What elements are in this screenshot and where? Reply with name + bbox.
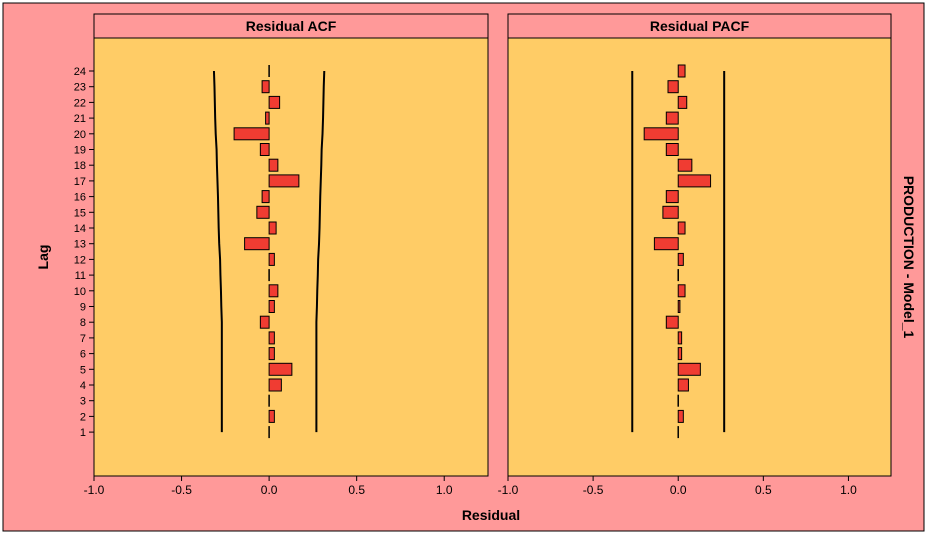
bar-lag-10 — [677, 284, 686, 298]
y-tick-label: 2 — [80, 411, 86, 423]
y-tick-label: 19 — [74, 145, 86, 157]
bar-lag-14 — [677, 221, 686, 235]
x-tick-label: -1.0 — [84, 483, 105, 497]
panel-pacf: Residual PACF -1.0 -0.5 0.0 0.5 1.0 — [498, 13, 892, 497]
bar-lag-18 — [268, 158, 279, 172]
y-tick-label: 11 — [75, 270, 86, 282]
plot-area — [507, 37, 892, 477]
bar-lag-14 — [268, 221, 277, 235]
bar-lag-12 — [268, 252, 275, 266]
y-tick-label: 6 — [80, 349, 86, 361]
bar-lag-15 — [256, 205, 270, 219]
panel-acf: Residual ACF-1.0 -0.5 0.0 0.5 1.012345678910… — [74, 13, 489, 497]
bar-lag-20 — [643, 127, 679, 141]
bar-lag-15 — [662, 205, 679, 219]
y-tick-label: 13 — [74, 239, 86, 251]
y-tick-label: 21 — [74, 113, 86, 125]
bar-lag-5 — [677, 362, 701, 376]
x-axis-label: Residual — [462, 507, 520, 523]
bar-lag-9 — [268, 300, 275, 313]
y-axis-label: Lag — [35, 245, 51, 270]
bar-lag-19 — [259, 143, 270, 156]
y-tick-label: 3 — [80, 396, 86, 408]
bar-lag-21 — [665, 111, 679, 125]
bar-lag-19 — [665, 143, 679, 156]
x-tick-label: 1.0 — [436, 483, 453, 497]
y-tick-label: 4 — [80, 380, 86, 392]
panel-title-strip — [507, 13, 892, 39]
y-tick-label: 7 — [80, 333, 86, 345]
bar-lag-2 — [268, 409, 275, 423]
bar-lag-7 — [268, 331, 275, 345]
bar-lag-21 — [265, 111, 270, 125]
bar-lag-9 — [677, 300, 681, 313]
bar-lag-4 — [268, 378, 282, 392]
y-tick-label: 22 — [74, 97, 86, 109]
x-tick-label: -0.5 — [583, 483, 604, 497]
x-tick-label: 0.5 — [348, 483, 365, 497]
bar-lag-2 — [677, 409, 684, 423]
y-tick-label: 14 — [74, 223, 86, 235]
x-tick-label: 0.5 — [755, 483, 772, 497]
panel-title: Residual PACF — [650, 18, 750, 34]
chart-panels: Residual ACF-1.0 -0.5 0.0 0.5 1.012345678910… — [74, 13, 892, 497]
model-label: PRODUCTION - Model_1 — [901, 176, 917, 339]
lower-confidence-line — [212, 70, 223, 433]
bar-lag-22 — [677, 95, 688, 109]
bar-lag-6 — [268, 347, 275, 361]
bar-lag-13 — [244, 237, 270, 251]
bar-lag-4 — [677, 378, 689, 392]
bar-lag-23 — [667, 80, 679, 94]
y-tick-label: 18 — [74, 160, 86, 172]
y-tick-label: 10 — [74, 286, 86, 298]
x-tick-label: -0.5 — [171, 483, 192, 497]
bar-lag-20 — [233, 127, 270, 141]
bar-lag-10 — [268, 284, 279, 298]
bar-lag-17 — [268, 174, 300, 188]
y-tick-label: 23 — [74, 82, 86, 94]
upper-confidence-line — [315, 70, 326, 433]
y-tick-label: 8 — [80, 317, 86, 329]
x-tick-label: 0.0 — [261, 483, 278, 497]
x-tick-label: 0.0 — [670, 483, 687, 497]
bar-lag-16 — [261, 190, 270, 204]
bar-lag-16 — [665, 190, 679, 204]
bar-lag-24 — [677, 64, 686, 78]
y-tick-label: 5 — [80, 364, 86, 376]
y-tick-label: 15 — [74, 207, 86, 219]
panel-title: Residual ACF — [246, 18, 337, 34]
bar-lag-13 — [653, 237, 679, 251]
panel-title-strip — [93, 13, 489, 39]
x-tick-label: -1.0 — [498, 483, 519, 497]
bar-lag-22 — [268, 95, 281, 109]
bar-lag-18 — [677, 158, 693, 172]
bar-lag-8 — [665, 315, 679, 329]
bar-lag-6 — [677, 347, 683, 361]
y-tick-label: 16 — [74, 192, 86, 204]
y-tick-label: 9 — [80, 302, 86, 314]
bar-lag-5 — [268, 362, 293, 376]
bar-lag-12 — [677, 252, 684, 266]
plot-area — [93, 37, 489, 477]
y-tick-label: 17 — [74, 176, 86, 188]
bar-lag-8 — [259, 315, 270, 329]
y-tick-label: 12 — [74, 254, 86, 266]
x-tick-label: 1.0 — [840, 483, 857, 497]
y-tick-label: 24 — [74, 66, 86, 78]
y-tick-label: 20 — [74, 129, 86, 141]
bar-lag-7 — [677, 331, 683, 345]
bar-lag-17 — [677, 174, 712, 188]
bar-lag-23 — [261, 80, 270, 94]
y-tick-label: 1 — [80, 427, 86, 439]
